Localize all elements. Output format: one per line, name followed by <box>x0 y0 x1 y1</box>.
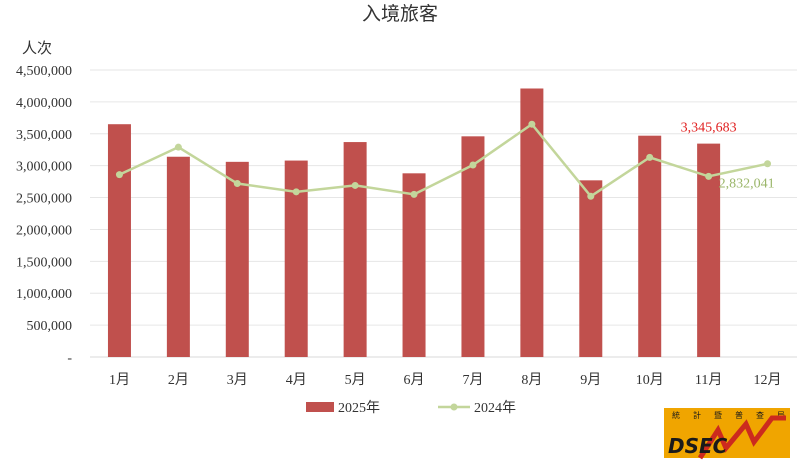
logo-char: 查 <box>756 410 764 420</box>
bar-6 <box>402 173 426 357</box>
y-tick-label: 500,000 <box>27 319 73 334</box>
legend-swatch-2025 <box>306 402 334 412</box>
legend-label-2024: 2024年 <box>474 400 516 416</box>
bar-8 <box>520 88 544 358</box>
gridlines <box>90 69 797 358</box>
bar-series <box>107 88 721 358</box>
y-tick-label: 4,500,000 <box>16 64 72 79</box>
chart-title: 入境旅客 <box>362 3 438 25</box>
data-label: 2,832,041 <box>719 176 775 191</box>
x-tick-label: 12月 <box>754 372 782 388</box>
x-tick-label: 6月 <box>404 372 425 388</box>
line-point <box>351 181 359 189</box>
bar-10 <box>638 135 662 357</box>
bar-9 <box>579 180 603 357</box>
y-tick-label: 2,500,000 <box>16 192 72 207</box>
logo-zigzag <box>697 415 786 460</box>
y-tick-label: - <box>67 351 72 366</box>
x-tick-label: 5月 <box>345 372 366 388</box>
x-tick-label: 8月 <box>521 372 542 388</box>
logo-text: DSEC <box>668 434 728 458</box>
y-tick-label: 3,500,000 <box>16 128 72 143</box>
bar-2 <box>166 156 190 357</box>
bar-1 <box>107 124 131 357</box>
bar-11 <box>697 143 721 357</box>
legend-label-2025: 2025年 <box>338 400 380 416</box>
y-tick-label: 2,000,000 <box>16 223 72 238</box>
line-point <box>764 160 772 168</box>
line-point <box>705 172 713 180</box>
x-tick-label: 9月 <box>580 372 601 388</box>
bar-4 <box>284 160 308 357</box>
line-series <box>115 120 772 200</box>
line-point <box>292 188 300 196</box>
dsec-logo: 統計暨普查局DSEC <box>664 408 790 460</box>
line-point <box>115 171 123 179</box>
bar-3 <box>225 161 249 357</box>
x-tick-label: 4月 <box>286 372 307 388</box>
y-tick-label: 3,000,000 <box>16 160 72 175</box>
line-point <box>587 192 595 200</box>
line-point <box>174 143 182 151</box>
logo-char: 普 <box>735 410 743 420</box>
line-point <box>469 161 477 169</box>
data-label: 3,345,683 <box>681 121 737 136</box>
x-tick-label: 10月 <box>636 372 664 388</box>
line-point <box>410 190 418 198</box>
y-axis-unit-label: 人次 <box>22 40 52 57</box>
line-point <box>233 180 241 188</box>
x-tick-label: 2月 <box>168 372 189 388</box>
x-axis-ticks: 1月 2月 3月 4月 5月 6月 7月 8月 9月 10月 11月 12月 <box>109 372 782 388</box>
x-tick-label: 3月 <box>227 372 248 388</box>
line-point <box>646 153 654 161</box>
bar-7 <box>461 136 485 357</box>
legend: 2025年 2024年 <box>306 400 516 416</box>
logo-char: 統 <box>672 410 680 420</box>
line-point <box>528 120 536 128</box>
y-tick-label: 1,500,000 <box>16 255 72 270</box>
line-2024 <box>118 122 768 198</box>
x-tick-label: 7月 <box>462 372 483 388</box>
legend-marker-2024 <box>450 403 458 411</box>
annotations: 3,345,683 2,832,041 <box>681 121 775 192</box>
logo-char: 計 <box>693 410 701 420</box>
logo-char: 暨 <box>714 411 722 420</box>
y-axis-ticks: - 500,000 1,000,000 1,500,000 2,000,000 2,500… <box>16 64 72 366</box>
x-tick-label: 11月 <box>695 372 722 388</box>
y-tick-label: 4,000,000 <box>16 96 72 111</box>
y-tick-label: 1,000,000 <box>16 287 72 302</box>
bar-5 <box>343 142 367 357</box>
x-tick-label: 1月 <box>109 372 130 388</box>
